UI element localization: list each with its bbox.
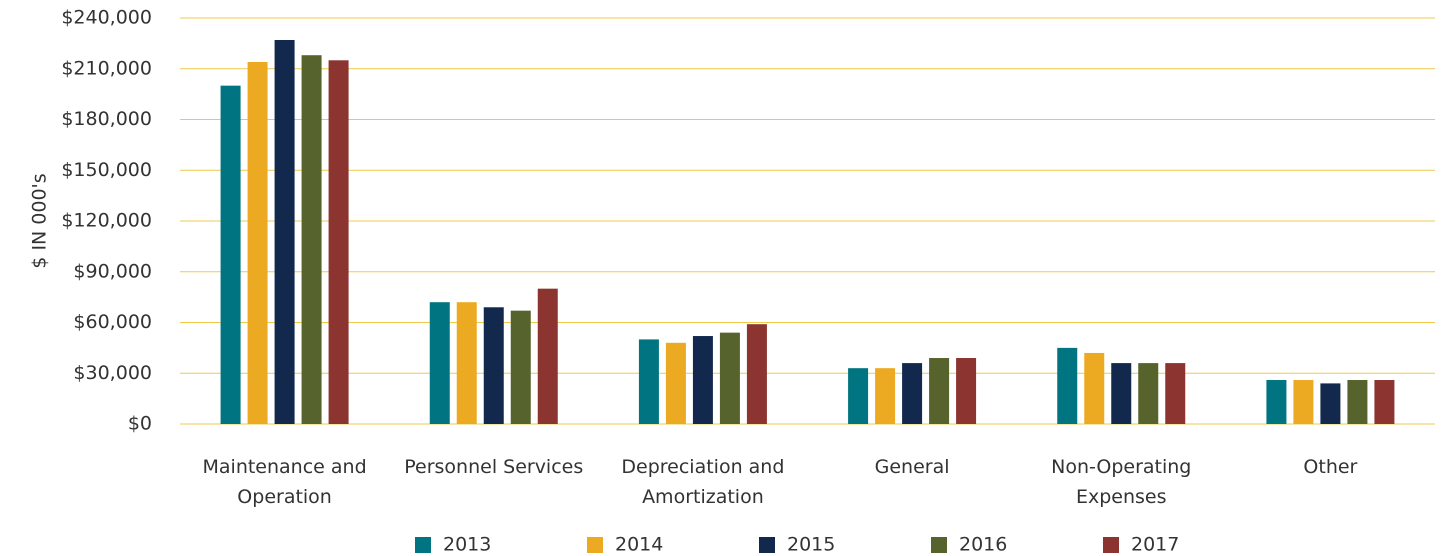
bar [510, 310, 531, 424]
legend-swatch [1103, 537, 1119, 553]
bar [247, 61, 268, 424]
y-tick-label: $60,000 [73, 311, 152, 333]
bar [1138, 363, 1159, 424]
bar [274, 39, 295, 424]
legend-label: 2015 [787, 534, 835, 556]
bar [1111, 363, 1132, 424]
legend-swatch [587, 537, 603, 553]
bar [537, 288, 558, 424]
bar [1293, 380, 1314, 424]
bar [328, 60, 349, 425]
bar [746, 324, 767, 424]
bar [456, 302, 477, 424]
legend-swatch [415, 537, 431, 553]
legend-label: 2013 [443, 534, 491, 556]
bar [1320, 383, 1341, 424]
y-tick-label: $150,000 [61, 159, 152, 181]
bar [719, 332, 740, 424]
bar [929, 358, 950, 424]
legend-label: 2016 [959, 534, 1007, 556]
y-tick-label: $0 [128, 413, 152, 435]
bar [1057, 347, 1078, 424]
x-tick-label: General [874, 456, 950, 478]
y-tick-label: $30,000 [73, 362, 152, 384]
bar [665, 342, 686, 424]
bar [483, 307, 504, 424]
legend-label: 2017 [1131, 534, 1179, 556]
bar [301, 55, 322, 424]
bar [902, 363, 923, 424]
legend-label: 2014 [615, 534, 663, 556]
bar [1165, 363, 1186, 424]
bar [638, 339, 659, 424]
bar [1266, 380, 1287, 424]
bar [875, 368, 896, 424]
y-tick-label: $180,000 [61, 108, 152, 130]
legend-swatch [931, 537, 947, 553]
x-tick-label: Non-Operating Expenses [1051, 456, 1192, 508]
bar [848, 368, 869, 424]
bar [429, 302, 450, 424]
x-tick-label: Maintenance and Operation [202, 456, 367, 508]
bar [1374, 380, 1395, 424]
y-axis-label: $ IN 000's [29, 173, 51, 268]
y-tick-label: $210,000 [61, 57, 152, 79]
x-tick-label: Other [1303, 456, 1358, 478]
bar [692, 336, 713, 424]
y-tick-label: $90,000 [73, 260, 152, 282]
y-tick-label: $240,000 [61, 7, 152, 29]
bar [956, 358, 977, 424]
legend-swatch [759, 537, 775, 553]
bar [1084, 352, 1105, 424]
x-tick-label: Depreciation and Amortization [621, 456, 785, 508]
x-tick-label: Personnel Services [404, 456, 584, 478]
bar [220, 85, 241, 425]
bar [1347, 380, 1368, 424]
y-tick-label: $120,000 [61, 210, 152, 232]
